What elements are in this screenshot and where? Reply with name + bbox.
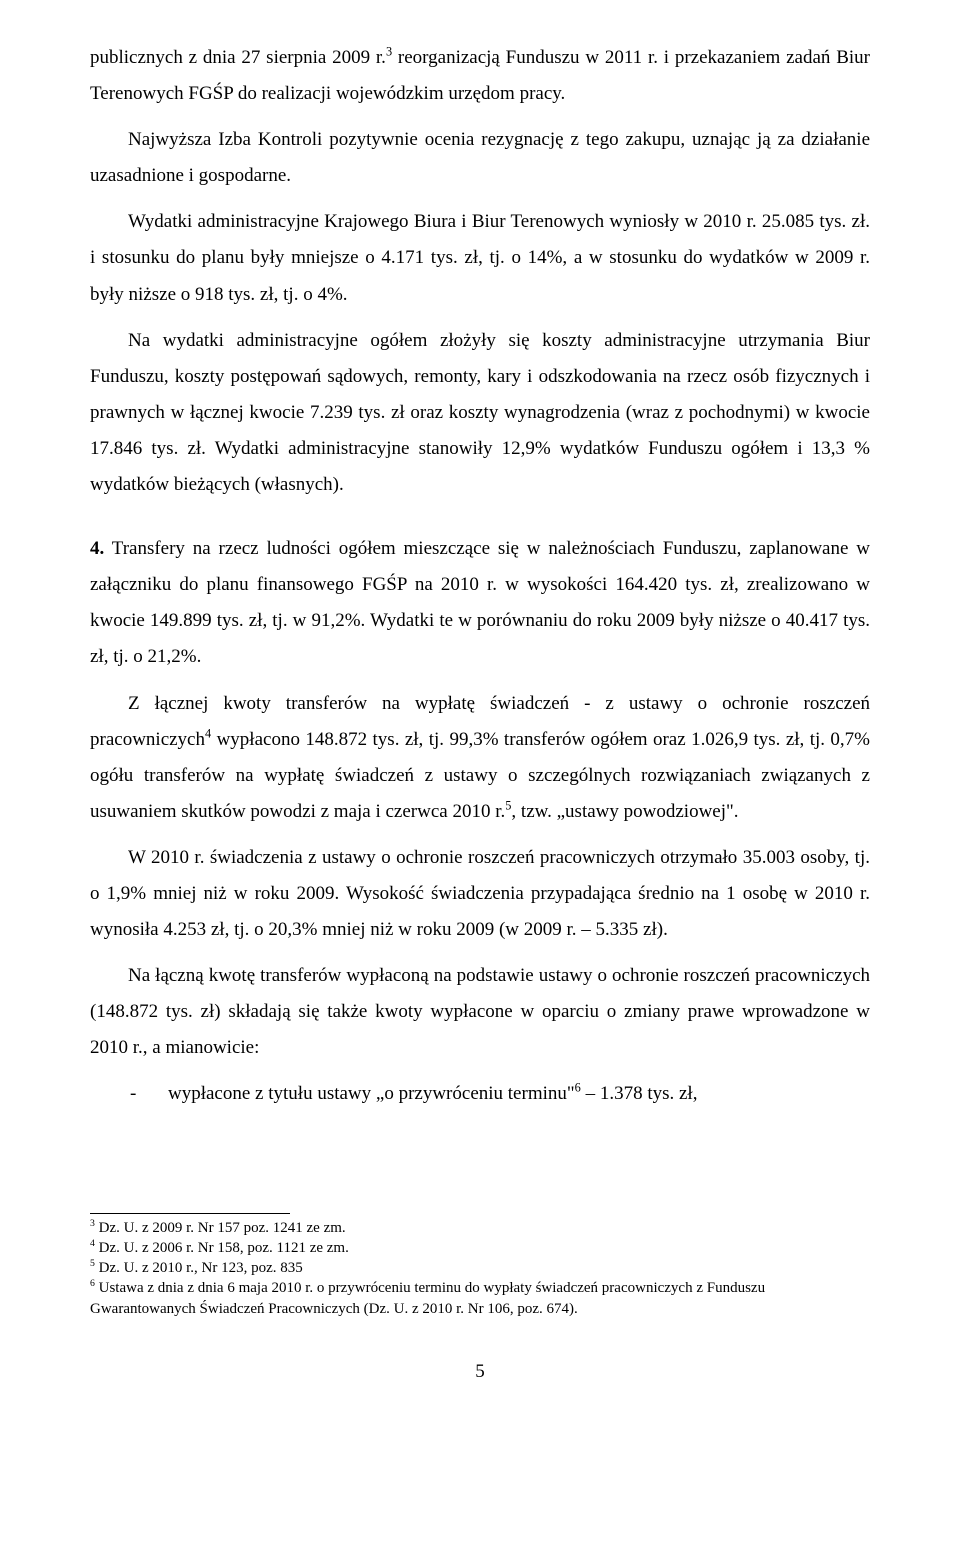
footnote-3: 3 Dz. U. z 2009 r. Nr 157 poz. 1241 ze z… bbox=[90, 1218, 870, 1238]
paragraph-3: Wydatki administracyjne Krajowego Biura … bbox=[90, 204, 870, 312]
paragraph-7: W 2010 r. świadczenia z ustawy o ochroni… bbox=[90, 840, 870, 948]
text: wypłacono 148.872 tys. zł, tj. 99,3% tra… bbox=[90, 729, 870, 822]
paragraph-8: Na łączną kwotę transferów wypłaconą na … bbox=[90, 958, 870, 1066]
paragraph-6: Z łącznej kwoty transferów na wypłatę św… bbox=[90, 686, 870, 830]
footnote-text: Dz. U. z 2010 r., Nr 123, poz. 835 bbox=[95, 1260, 303, 1276]
footnotes-section: 3 Dz. U. z 2009 r. Nr 157 poz. 1241 ze z… bbox=[90, 1213, 870, 1319]
text: – 1.378 tys. zł, bbox=[581, 1083, 698, 1104]
paragraph-1: publicznych z dnia 27 sierpnia 2009 r.3 … bbox=[90, 40, 870, 112]
text: , tzw. „ustawy powodziowej". bbox=[511, 801, 738, 822]
paragraph-2: Najwyższa Izba Kontroli pozytywnie oceni… bbox=[90, 122, 870, 194]
bullet-text: wypłacone z tytułu ustawy „o przywróceni… bbox=[168, 1076, 870, 1112]
section-4: 4. Transfery na rzecz ludności ogółem mi… bbox=[90, 531, 870, 675]
footnote-text: Dz. U. z 2006 r. Nr 158, poz. 1121 ze zm… bbox=[95, 1240, 349, 1256]
footnote-4: 4 Dz. U. z 2006 r. Nr 158, poz. 1121 ze … bbox=[90, 1238, 870, 1258]
footnote-6: 6 Ustawa z dnia z dnia 6 maja 2010 r. o … bbox=[90, 1278, 870, 1319]
section-number: 4. bbox=[90, 538, 104, 559]
footnote-text: Ustawa z dnia z dnia 6 maja 2010 r. o pr… bbox=[90, 1280, 765, 1316]
footnote-rule bbox=[90, 1213, 290, 1214]
document-page: publicznych z dnia 27 sierpnia 2009 r. 3 … bbox=[0, 0, 960, 1440]
text: Transfery na rzecz ludności ogółem miesz… bbox=[90, 538, 870, 667]
bullet-marker: - bbox=[90, 1076, 168, 1112]
text: publicznych z dnia 27 sierpnia 2009 r. bbox=[90, 47, 386, 68]
footnote-5: 5 Dz. U. z 2010 r., Nr 123, poz. 835 bbox=[90, 1258, 870, 1278]
paragraph-4: Na wydatki administracyjne ogółem złożył… bbox=[90, 323, 870, 503]
bullet-item-1: - wypłacone z tytułu ustawy „o przywróce… bbox=[90, 1076, 870, 1112]
text: wypłacone z tytułu ustawy „o przywróceni… bbox=[168, 1083, 575, 1104]
footnote-text: Dz. U. z 2009 r. Nr 157 poz. 1241 ze zm. bbox=[95, 1220, 346, 1236]
page-number: 5 bbox=[90, 1354, 870, 1390]
